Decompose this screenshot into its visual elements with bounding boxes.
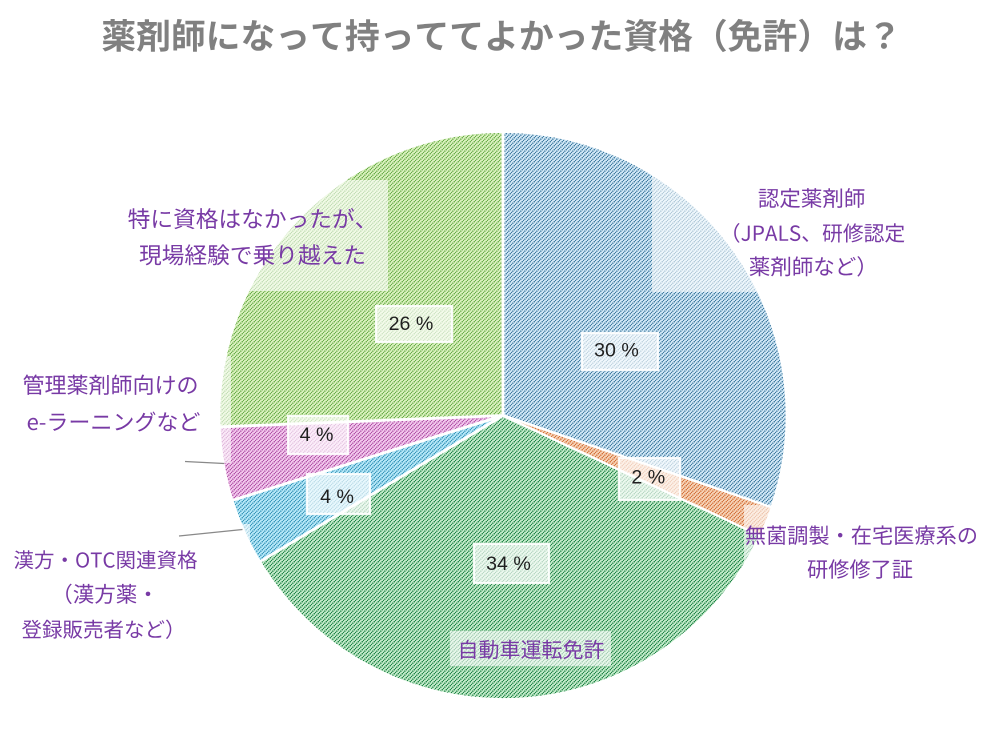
svg-text:30 %: 30 % bbox=[594, 339, 639, 361]
svg-text:2 %: 2 % bbox=[631, 466, 665, 488]
svg-text:26 %: 26 % bbox=[389, 313, 434, 335]
svg-text:4 %: 4 % bbox=[300, 424, 334, 446]
svg-text:34 %: 34 % bbox=[486, 553, 531, 575]
svg-text:4 %: 4 % bbox=[320, 486, 354, 508]
